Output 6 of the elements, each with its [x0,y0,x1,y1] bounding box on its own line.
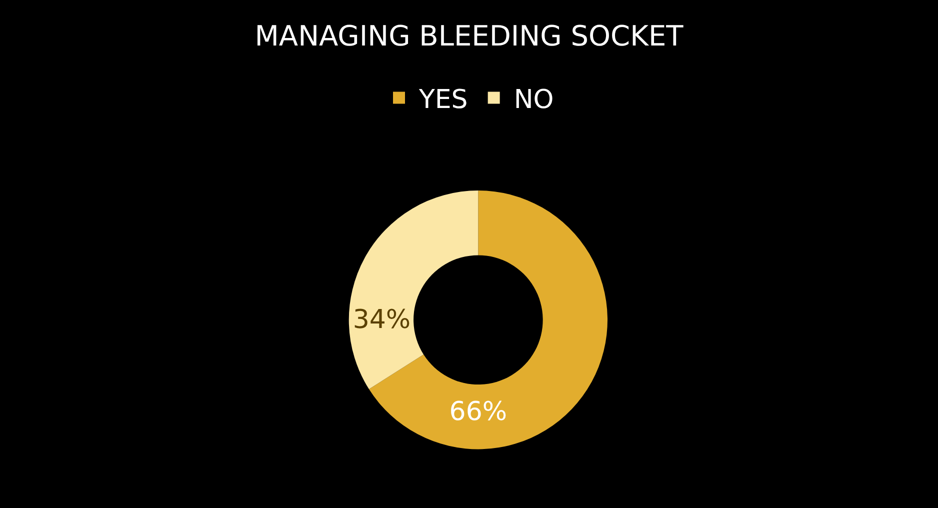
data-label: 66% [449,396,508,427]
chart-title: MANAGING BLEEDING SOCKET [254,19,684,52]
legend-label: YES [418,84,468,115]
data-label: 34% [352,304,411,335]
legend-label: NO [514,84,554,115]
donut-slice [349,190,478,390]
